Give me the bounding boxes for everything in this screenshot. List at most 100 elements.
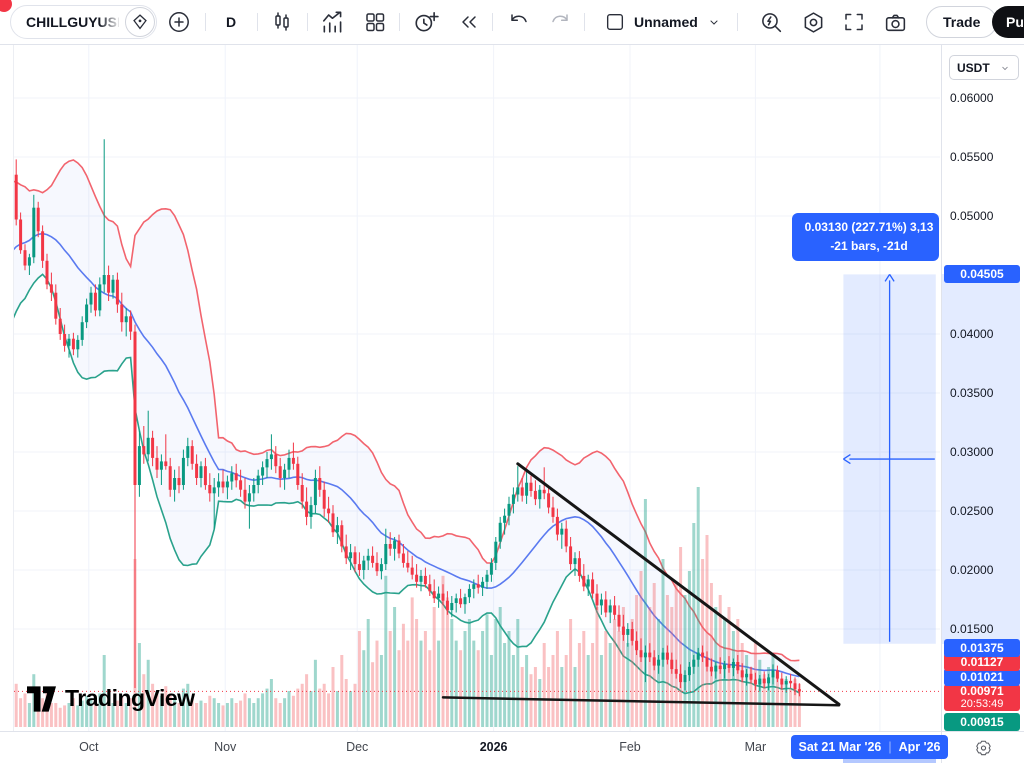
- chevron-down-icon: [1002, 66, 1008, 70]
- range-tool-tooltip: 0.03130 (227.71%) 3,13 -21 bars, -21d: [792, 213, 939, 261]
- tradingview-logo[interactable]: TradingView: [27, 685, 195, 712]
- time-axis-label: Oct: [79, 740, 99, 754]
- quick-search-button[interactable]: [754, 5, 788, 39]
- toolbar-separator: [205, 13, 206, 31]
- time-axis[interactable]: Oct Nov Dec 2026 Feb Mar Sat 21 Mar '26 | Apr…: [0, 731, 948, 763]
- settings-gear-icon: [804, 11, 822, 33]
- price-axis-label: 0.04505: [944, 265, 1020, 283]
- toolbar-separator: [584, 13, 585, 31]
- badge-divider: |: [888, 740, 892, 754]
- date-price-range-tool[interactable]: [843, 274, 936, 644]
- quick-search-icon: [761, 12, 781, 32]
- price-tick-label: 0.02500: [950, 504, 994, 518]
- price-axis-label: 0.01127: [944, 653, 1020, 671]
- settings-button[interactable]: [796, 5, 830, 39]
- price-axis-label: 0.01021: [944, 668, 1020, 686]
- time-axis-label: Dec: [346, 740, 369, 754]
- price-axis-label: 0.01375: [944, 639, 1020, 657]
- snapshot-camera-icon: [885, 14, 905, 31]
- toolbar-separator: [492, 13, 493, 31]
- axis-price-value: 0.04505: [960, 267, 1004, 281]
- indicator-templates-button[interactable]: [358, 5, 392, 39]
- range-tooltip-line2: -21 bars, -21d: [830, 239, 908, 253]
- range-time-highlight: [843, 757, 936, 763]
- indicators-button[interactable]: [316, 5, 350, 39]
- price-axis-label: 0.00971 20:53:49: [944, 683, 1020, 711]
- notification-badge[interactable]: [0, 0, 12, 12]
- indicator-templates-icon: [366, 13, 385, 32]
- symbol-detail-button[interactable]: [125, 7, 155, 37]
- axis-price-value: 0.01375: [960, 641, 1004, 655]
- price-tick-label: 0.02000: [950, 563, 994, 577]
- axis-settings-corner: [941, 731, 1024, 763]
- time-axis-label: Nov: [214, 740, 237, 754]
- diamond-icon: [133, 14, 147, 30]
- undo-icon: [511, 14, 527, 23]
- toolbar-separator: [307, 13, 308, 31]
- chart-type-button[interactable]: [265, 5, 299, 39]
- badge-date-right: Apr '26: [898, 740, 941, 754]
- compare-plus-icon: [169, 12, 189, 32]
- undo-button[interactable]: [502, 5, 536, 39]
- layout-square-icon: [606, 13, 624, 31]
- replay-button[interactable]: [451, 5, 485, 39]
- price-tick-label: 0.05000: [950, 209, 994, 223]
- replay-icon: [462, 16, 476, 28]
- trendline-1[interactable]: [516, 462, 841, 706]
- price-tick-label: 0.03000: [950, 445, 994, 459]
- toolbar-separator: [257, 13, 258, 31]
- price-tick-label: 0.06000: [950, 91, 994, 105]
- axis-price-value: 0.01127: [960, 655, 1004, 669]
- axis-price-value: 0.00971: [960, 683, 1004, 698]
- axis-price-value: 0.00915: [960, 715, 1004, 729]
- layout-menu-button[interactable]: Unnamed: [600, 5, 726, 39]
- symbol-search-button[interactable]: CHILLGUYUSDT: [10, 5, 157, 39]
- time-axis-label: 2026: [479, 740, 508, 754]
- fullscreen-icon: [845, 13, 863, 31]
- compare-button[interactable]: [162, 5, 196, 39]
- range-axis-highlight: [942, 274, 1020, 644]
- price-tick-label: 0.04000: [950, 327, 994, 341]
- range-tooltip-line1: 0.03130 (227.71%) 3,13: [804, 220, 934, 234]
- grid: [14, 45, 940, 731]
- redo-icon: [552, 14, 568, 23]
- candlestick-icon: [275, 12, 289, 31]
- price-tick-label: 0.01500: [950, 622, 994, 636]
- layout-name: Unnamed: [634, 14, 698, 30]
- axis-settings-icon[interactable]: [974, 738, 993, 757]
- snapshot-button[interactable]: [878, 5, 912, 39]
- tradingview-glyph-icon: [27, 685, 56, 712]
- price-axis-label: 0.00915: [944, 713, 1020, 731]
- time-axis-label: Mar: [744, 740, 767, 754]
- top-toolbar: CHILLGUYUSDT D: [0, 0, 1024, 45]
- publish-button[interactable]: Publish: [992, 6, 1024, 38]
- price-tick-label: 0.05500: [950, 150, 994, 164]
- alert-clock-icon: [415, 11, 439, 32]
- chevron-down-icon: [710, 20, 718, 25]
- price-chart[interactable]: [14, 45, 940, 731]
- candles: [14, 139, 801, 697]
- interval-button[interactable]: D: [214, 5, 248, 39]
- axis-price-value: 0.01021: [960, 670, 1004, 684]
- symbol-text-fade: [99, 7, 121, 37]
- currency-toggle-button[interactable]: USDT: [949, 55, 1019, 80]
- toolbar-separator: [399, 13, 400, 31]
- trade-button[interactable]: Trade: [926, 6, 998, 38]
- toolbar-separator: [737, 13, 738, 31]
- badge-date-left: Sat 21 Mar '26: [798, 740, 882, 754]
- indicators-icon: [322, 11, 342, 33]
- fullscreen-button[interactable]: [837, 5, 871, 39]
- alert-button[interactable]: [409, 5, 443, 39]
- chart-pane: TradingView 0.03130 (227.71%) 3,13 -21 b…: [0, 45, 941, 731]
- brand-name: TradingView: [65, 685, 195, 711]
- pane-border: [13, 45, 14, 731]
- time-axis-label: Feb: [619, 740, 641, 754]
- currency-label: USDT: [957, 60, 990, 75]
- price-tick-label: 0.03500: [950, 386, 994, 400]
- price-axis[interactable]: USDT 0.06000 0.05500 0.05000 0.04000 0.03500…: [941, 45, 1024, 731]
- trendline-2[interactable]: [441, 696, 841, 707]
- symbol-name: CHILLGUYUSDT: [26, 14, 119, 30]
- redo-button[interactable]: [543, 5, 577, 39]
- crosshair-date-badge: Sat 21 Mar '26 | Apr '26: [791, 735, 948, 759]
